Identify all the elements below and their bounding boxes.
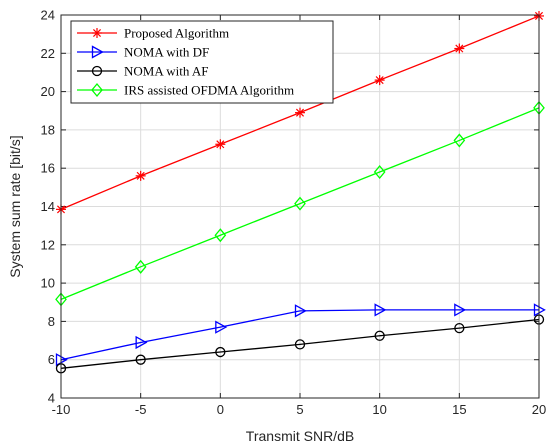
legend-label: NOMA with DF	[124, 45, 209, 60]
legend-label: NOMA with AF	[124, 64, 209, 79]
legend-marker	[92, 28, 102, 38]
x-tick-label: 5	[296, 402, 303, 417]
x-tick-label: 20	[532, 402, 546, 417]
legend-item: NOMA with AF	[77, 64, 209, 79]
y-axis-label: System sum rate [bit/s]	[7, 135, 23, 277]
legend-item: IRS assisted OFDMA Algorithm	[77, 83, 294, 98]
legend-marker	[91, 65, 103, 77]
y-tick-label: 6	[48, 352, 55, 367]
x-tick-label: 0	[217, 402, 224, 417]
y-tick-label: 24	[41, 8, 55, 23]
y-tick-label: 8	[48, 314, 55, 329]
y-tick-label: 14	[41, 199, 55, 214]
y-tick-label: 16	[41, 161, 55, 176]
data-point	[135, 354, 146, 365]
legend-box	[70, 20, 334, 104]
plot-frame	[60, 14, 540, 399]
y-tick-label: 22	[41, 46, 55, 61]
legend-marker	[91, 82, 103, 98]
data-point	[454, 303, 467, 317]
series-line	[60, 309, 539, 361]
data-point	[215, 320, 228, 334]
x-tick-label: 10	[372, 402, 386, 417]
data-point	[214, 228, 227, 243]
data-point	[294, 196, 306, 211]
series-layer	[55, 10, 546, 374]
legend-label: IRS assisted OFDMA Algorithm	[124, 83, 294, 98]
data-point	[295, 107, 305, 118]
data-point	[294, 304, 307, 318]
data-point	[374, 75, 385, 86]
y-tick-label: 20	[41, 84, 55, 99]
legend-item: Proposed Algorithm	[77, 26, 229, 41]
data-point	[135, 170, 146, 181]
legend-label: Proposed Algorithm	[124, 26, 229, 41]
data-point	[453, 133, 466, 148]
data-point	[215, 346, 226, 358]
data-point	[454, 43, 465, 54]
data-point	[215, 139, 226, 150]
y-tick-label: 18	[41, 122, 55, 137]
data-point	[135, 335, 148, 350]
x-tick-label: -5	[135, 402, 147, 417]
y-tick-label: 4	[48, 391, 55, 406]
x-axis-label: Transmit SNR/dB	[246, 428, 354, 444]
legend-item: NOMA with DF	[77, 45, 209, 60]
series-line	[60, 107, 540, 300]
x-tick-label: 15	[452, 402, 466, 417]
x-tick-label: -10	[52, 402, 71, 417]
series-2	[55, 314, 545, 374]
y-tick-label: 12	[41, 237, 55, 252]
data-point	[374, 330, 385, 341]
y-tick-label: 10	[41, 276, 55, 291]
data-point	[373, 165, 386, 180]
data-point	[294, 339, 306, 350]
data-point	[454, 322, 465, 334]
legend-marker	[91, 45, 104, 59]
legend: Proposed Algorithm NOMA with DF NOMA with …	[70, 20, 334, 104]
series-line	[60, 318, 540, 369]
data-point	[134, 259, 147, 274]
data-point	[374, 303, 387, 317]
